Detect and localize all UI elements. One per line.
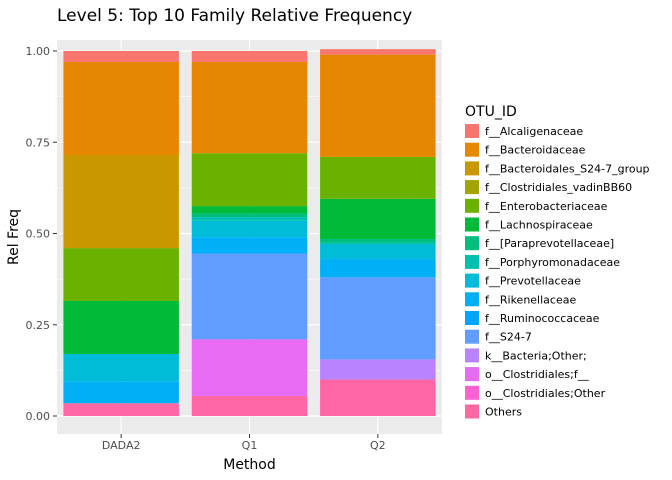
bar-segment — [191, 217, 308, 221]
legend-key — [465, 254, 479, 269]
bar-segment — [191, 153, 308, 207]
bar-segment — [191, 213, 308, 218]
legend: OTU_ID f__Alcaligenaceae f__Bacteroidacea… — [465, 104, 650, 419]
legend-label: f__Bacteroidaceae — [485, 144, 586, 157]
legend-key — [465, 348, 479, 363]
x-tick-label: DADA2 — [102, 439, 141, 452]
legend-label: Others — [485, 406, 522, 419]
bar-segment — [63, 381, 179, 404]
legend-label: f__S24-7 — [485, 331, 532, 344]
y-axis-title: Rel Freq — [6, 209, 22, 265]
x-tick-label: Q1 — [242, 439, 258, 452]
x-axis-title: Method — [223, 457, 276, 473]
legend-key — [465, 198, 479, 213]
bar-segment — [320, 277, 436, 360]
legend-key — [465, 385, 479, 400]
legend-key — [465, 124, 479, 138]
bar-segment — [320, 54, 436, 157]
bar-segment — [320, 242, 436, 245]
legend-key — [465, 180, 479, 195]
y-tick-label: 0.25 — [26, 319, 51, 332]
legend-label: k__Bacteria;Other; — [485, 349, 587, 362]
bar-segment — [191, 206, 308, 214]
y-tick-label: 0.00 — [26, 410, 51, 423]
legend-key — [465, 404, 479, 419]
bar-segment — [191, 220, 308, 238]
legend-key — [465, 273, 479, 288]
legend-key — [465, 161, 479, 176]
bar-segment — [191, 339, 308, 396]
legend-label: f__Ruminococcaceae — [485, 312, 600, 325]
legend-label: f__Clostridiales_vadinBB60 — [485, 181, 632, 194]
legend-key — [465, 329, 479, 344]
legend-label: f__[Paraprevotellaceae] — [485, 237, 614, 250]
legend-label: o__Clostridiales;f__ — [485, 368, 589, 381]
y-axis: 0.00 0.25 0.50 0.75 1.00 — [26, 45, 57, 423]
bar-segment — [191, 253, 308, 340]
chart-title: Level 5: Top 10 Family Relative Frequenc… — [57, 6, 412, 26]
bars — [63, 49, 436, 416]
legend-key — [465, 236, 479, 251]
x-tick-label: Q2 — [370, 439, 386, 452]
y-tick-label: 0.50 — [26, 228, 51, 241]
legend-key — [465, 311, 479, 325]
bar-segment — [191, 237, 308, 254]
legend-label: f__Alcaligenaceae — [485, 125, 583, 138]
bar-segment — [320, 359, 436, 380]
legend-label: o__Clostridiales;Other — [485, 387, 606, 400]
legend-label: f__Lachnospiraceae — [485, 219, 593, 232]
bar-segment — [63, 51, 179, 62]
bar-segment — [320, 156, 436, 199]
bar-segment — [191, 395, 308, 416]
legend-key — [465, 142, 479, 157]
legend-title: OTU_ID — [465, 104, 517, 120]
bar-segment — [320, 49, 436, 55]
bar-segment — [63, 403, 179, 416]
legend-label: f__Rikenellaceae — [485, 293, 576, 306]
bar-segment — [191, 51, 308, 62]
legend-label: f__Bacteroidales_S24-7_group — [485, 162, 650, 175]
legend-key — [465, 367, 479, 382]
bar-segment — [63, 155, 179, 249]
bar-segment — [320, 259, 436, 278]
bar-segment — [320, 244, 436, 260]
y-tick-label: 0.75 — [26, 136, 51, 149]
bar-segment — [320, 379, 436, 416]
legend-label: f__Enterobacteriaceae — [485, 200, 608, 213]
bar-segment — [320, 198, 436, 239]
bar-segment — [63, 353, 179, 382]
legend-label: f__Porphyromonadaceae — [485, 256, 620, 269]
legend-key — [465, 292, 479, 307]
legend-label: f__Prevotellaceae — [485, 275, 581, 288]
x-axis: DADA2 Q1 Q2 — [102, 434, 386, 452]
y-tick-label: 1.00 — [26, 45, 51, 58]
bar-segment — [320, 238, 436, 243]
legend-key — [465, 217, 479, 232]
bar-segment — [191, 61, 308, 154]
bar-segment — [63, 248, 179, 302]
bar-segment — [63, 301, 179, 354]
bar-segment — [63, 61, 179, 156]
